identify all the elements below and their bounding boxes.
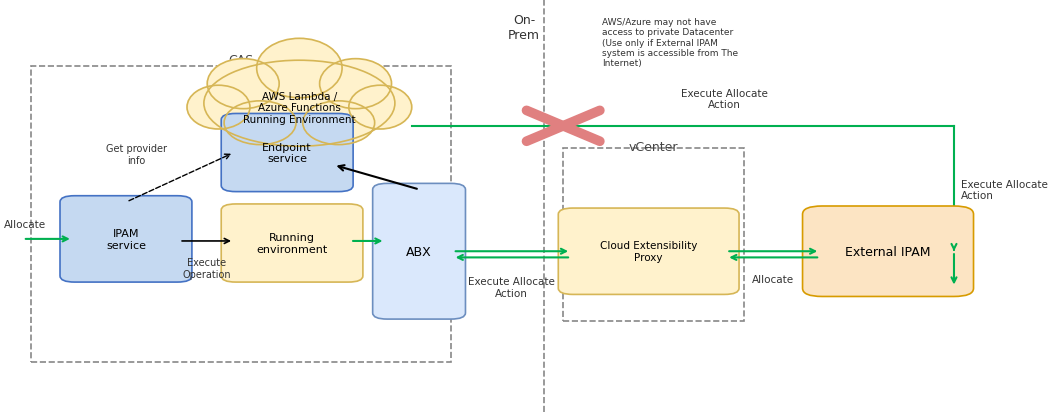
- Ellipse shape: [303, 102, 375, 145]
- Text: CAS: CAS: [228, 54, 254, 67]
- Text: Execute Allocate
Action: Execute Allocate Action: [681, 88, 768, 110]
- Text: Get provider
info: Get provider info: [105, 144, 166, 166]
- FancyBboxPatch shape: [221, 114, 353, 192]
- Text: Cloud Extensibility
Proxy: Cloud Extensibility Proxy: [600, 241, 697, 262]
- Ellipse shape: [207, 59, 279, 109]
- Text: Execute
Operation: Execute Operation: [182, 258, 230, 279]
- Text: On-
Prem: On- Prem: [508, 14, 540, 42]
- Ellipse shape: [257, 39, 342, 98]
- Text: Allocate: Allocate: [4, 219, 46, 229]
- Text: vCenter: vCenter: [628, 140, 677, 153]
- FancyBboxPatch shape: [803, 206, 973, 297]
- FancyBboxPatch shape: [60, 196, 191, 282]
- Text: Running
environment: Running environment: [257, 233, 327, 254]
- FancyBboxPatch shape: [559, 209, 740, 295]
- Text: IPAM
service: IPAM service: [106, 228, 146, 250]
- Text: Allocate: Allocate: [752, 274, 794, 284]
- Text: Execute Allocate
Action: Execute Allocate Action: [468, 276, 554, 298]
- FancyBboxPatch shape: [372, 184, 465, 319]
- Text: ABX: ABX: [406, 245, 432, 258]
- Text: AWS/Azure may not have
access to private Datacenter
(Use only if External IPAM
s: AWS/Azure may not have access to private…: [602, 18, 739, 68]
- Ellipse shape: [204, 61, 394, 147]
- Ellipse shape: [224, 102, 296, 145]
- Ellipse shape: [349, 86, 411, 130]
- Ellipse shape: [320, 59, 391, 109]
- Text: Endpoint
service: Endpoint service: [262, 142, 312, 164]
- Text: AWS Lambda /
Azure Functions
Running Environment: AWS Lambda / Azure Functions Running Env…: [243, 91, 356, 124]
- Text: Execute Allocate
Action: Execute Allocate Action: [960, 179, 1048, 201]
- FancyBboxPatch shape: [221, 204, 363, 282]
- Text: External IPAM: External IPAM: [846, 245, 931, 258]
- Ellipse shape: [187, 86, 250, 130]
